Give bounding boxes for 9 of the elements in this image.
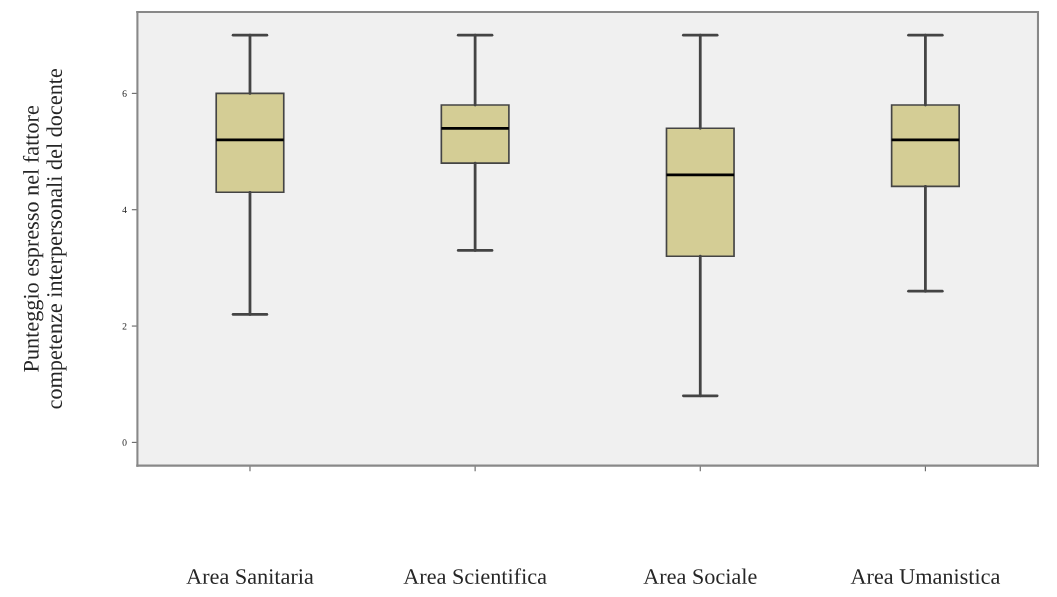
y-axis-title: Punteggio espresso nel fattore competenze interpersonali del docente — [22, 68, 67, 409]
x-tick-label: Area Umanistica — [850, 569, 1001, 585]
y-tick-label: 4 — [122, 206, 127, 214]
y-tick-label: 6 — [122, 90, 127, 97]
x-tick-label: Area Sanitaria — [186, 569, 314, 585]
x-tick-label: Area Scientifica — [403, 568, 547, 585]
y-tick-label: 2 — [122, 322, 127, 330]
y-tick-label: 0 — [122, 439, 127, 446]
x-tick-label: Area Sociale — [643, 568, 757, 585]
